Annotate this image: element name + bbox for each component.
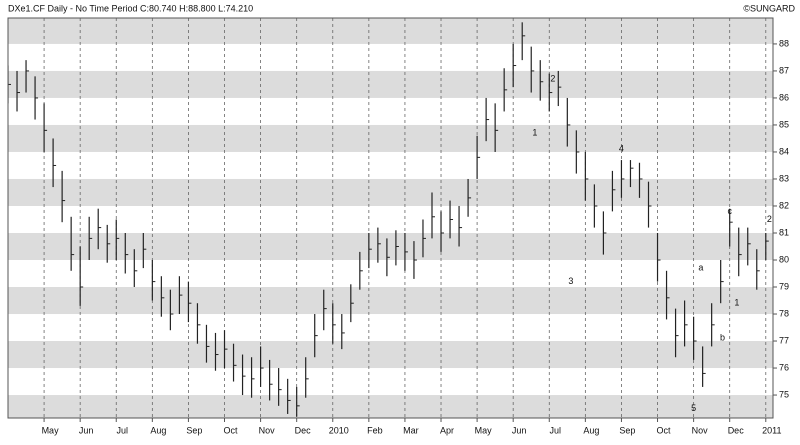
grid-band [8,70,773,98]
grid-band [8,232,773,260]
x-tick-label: Nov [259,425,276,435]
x-tick-label: Sep [619,425,635,435]
grid-band [8,287,773,315]
wave-label: 3 [568,276,573,286]
x-tick-label: Sep [186,425,202,435]
wave-label: 1 [734,298,739,308]
plot-frame [7,17,774,419]
x-tick-label: Jun [512,425,527,435]
grid-band [8,18,773,44]
x-tick-label: May [42,425,60,435]
grid-band [8,124,773,152]
wave-label: 2 [767,214,772,224]
wave-label: a [698,262,703,272]
axes: 75 76 77 78 79 80 81 82 83 84 85 86 87 88 May Jun Jul Aug… [42,38,789,435]
y-tick-label: 76 [779,362,789,372]
y-tick-label: 88 [779,38,789,48]
wave-label: b [720,333,725,343]
x-tick-label: Aug [583,425,599,435]
x-tick-label: 2010 [329,425,349,435]
plot: 1 2 3 4 5 a b c 1 2 [8,18,772,418]
y-tick-label: 77 [779,335,789,345]
x-tick-label: Feb [367,425,383,435]
source: ©SUNGARD [743,3,795,13]
y-tick-label: 85 [779,119,789,129]
y-tick-label: 86 [779,92,789,102]
grid-band [8,395,773,418]
bands [8,18,773,418]
x-tick-label: Jul [116,425,128,435]
wave-label: 1 [532,127,537,137]
grid-band [8,341,773,369]
y-tick-label: 80 [779,254,789,264]
y-tick-label: 83 [779,173,789,183]
wave-label: 5 [691,403,696,413]
x-tick-label: Jul [550,425,562,435]
x-tick-label: Dec [728,425,745,435]
x-tick-label: Oct [224,425,239,435]
x-tick-label: Dec [295,425,312,435]
y-tick-label: 81 [779,227,789,237]
y-tick-label: 84 [779,146,789,156]
y-tick-label: 78 [779,308,789,318]
y-tick-label: 82 [779,200,789,210]
x-tick-label: May [475,425,493,435]
wave-label: 2 [550,73,555,83]
wave-label: c [727,206,732,216]
chart-title: DXe1.CF Daily - No Time Period C:80.740 … [8,3,253,13]
y-tick-label: 87 [779,65,789,75]
wave-label: 4 [619,144,624,154]
x-tick-label: Oct [657,425,672,435]
y-tick-label: 75 [779,389,789,399]
x-tick-label: Nov [692,425,709,435]
x-tick-label: Apr [440,425,454,435]
y-tick-label: 79 [779,281,789,291]
x-tick-label: 2011 [762,425,781,435]
x-tick-label: Aug [150,425,166,435]
x-tick-label: Mar [403,425,419,435]
grid-band [8,178,773,206]
x-tick-label: Jun [79,425,94,435]
